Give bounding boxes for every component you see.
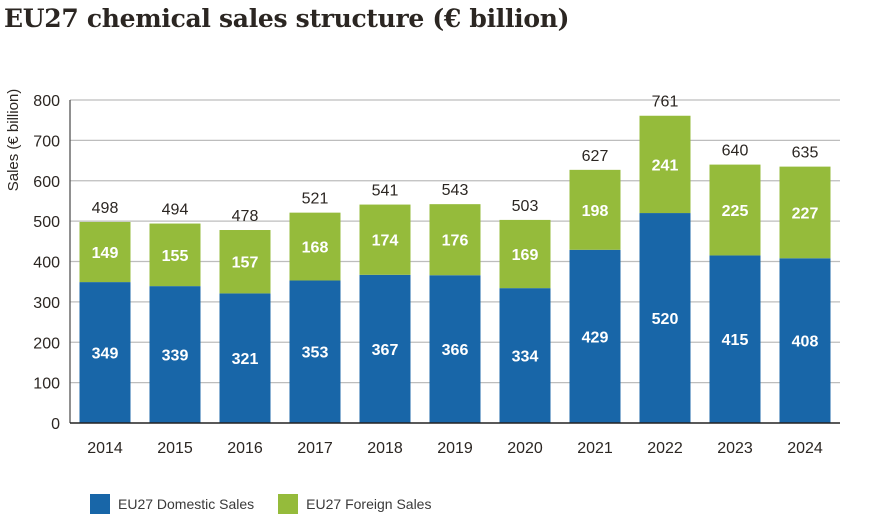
y-tick-label: 800 xyxy=(33,93,60,110)
chart-title: EU27 chemical sales structure (€ billion… xyxy=(4,4,570,33)
legend-item-foreign: EU27 Foreign Sales xyxy=(278,494,431,514)
y-tick-label: 300 xyxy=(33,295,60,312)
bar-foreign-2022 xyxy=(639,115,691,214)
x-tick-label: 2017 xyxy=(297,440,333,457)
total-label: 521 xyxy=(302,191,329,208)
bar-domestic-2016 xyxy=(219,293,271,423)
legend-label-foreign: EU27 Foreign Sales xyxy=(306,496,432,512)
data-label-domestic: 408 xyxy=(792,334,819,351)
bar-foreign-2018 xyxy=(359,204,411,275)
total-label: 761 xyxy=(652,94,679,111)
bar-domestic-2018 xyxy=(359,274,411,423)
bar-foreign-2021 xyxy=(569,169,621,250)
x-tick-label: 2023 xyxy=(717,440,753,457)
total-label: 494 xyxy=(162,202,189,219)
total-label: 478 xyxy=(232,208,259,225)
y-tick-label: 600 xyxy=(33,174,60,191)
data-label-foreign: 225 xyxy=(722,203,749,220)
bar-domestic-2019 xyxy=(429,275,481,423)
x-tick-label: 2014 xyxy=(87,440,123,457)
y-axis-label: Sales (€ billion) xyxy=(5,89,22,192)
total-label: 503 xyxy=(512,198,539,215)
x-tick-label: 2019 xyxy=(437,440,473,457)
data-label-domestic: 339 xyxy=(162,348,189,365)
bar-domestic-2022 xyxy=(639,213,691,423)
total-label: 627 xyxy=(582,148,609,165)
bar-domestic-2021 xyxy=(569,249,621,423)
data-label-foreign: 157 xyxy=(232,255,259,272)
bars xyxy=(79,115,831,423)
data-label-domestic: 415 xyxy=(722,332,749,349)
y-tick-label: 200 xyxy=(33,335,60,352)
data-label-domestic: 429 xyxy=(582,329,609,346)
data-label-domestic: 353 xyxy=(302,345,329,362)
total-label: 635 xyxy=(792,145,819,162)
y-tick-label: 700 xyxy=(33,133,60,150)
x-tick-label: 2015 xyxy=(157,440,193,457)
x-tick-label: 2018 xyxy=(367,440,403,457)
total-label: 498 xyxy=(92,200,119,217)
data-label-domestic: 520 xyxy=(652,311,679,328)
bar-domestic-2023 xyxy=(709,255,761,423)
x-tick-label: 2020 xyxy=(507,440,543,457)
legend-item-domestic: EU27 Domestic Sales xyxy=(90,494,254,514)
bar-domestic-2024 xyxy=(779,258,831,423)
bar-foreign-2016 xyxy=(219,230,271,294)
y-tick-label: 400 xyxy=(33,255,60,272)
data-label-domestic: 334 xyxy=(512,349,539,366)
data-label-foreign: 155 xyxy=(162,248,189,265)
data-label-domestic: 321 xyxy=(232,351,259,368)
bar-domestic-2017 xyxy=(289,280,341,423)
legend: EU27 Domestic Sales EU27 Foreign Sales xyxy=(90,494,455,514)
bar-domestic-2014 xyxy=(79,282,131,423)
y-tick-label: 100 xyxy=(33,376,60,393)
data-label-foreign: 168 xyxy=(302,240,329,257)
data-label-foreign: 169 xyxy=(512,247,539,264)
bar-foreign-2014 xyxy=(79,221,131,283)
bar-domestic-2020 xyxy=(499,288,551,423)
labels: 0 100 200 300 400 500 600 700 800 349 149 498 2014 33… xyxy=(33,93,823,457)
legend-label-domestic: EU27 Domestic Sales xyxy=(118,496,255,512)
bar-foreign-2017 xyxy=(289,212,341,281)
data-label-domestic: 367 xyxy=(372,342,399,359)
data-label-domestic: 366 xyxy=(442,342,469,359)
data-label-foreign: 241 xyxy=(652,157,679,174)
data-label-domestic: 349 xyxy=(92,346,119,363)
bar-domestic-2015 xyxy=(149,286,201,423)
data-label-foreign: 176 xyxy=(442,233,469,250)
x-tick-label: 2022 xyxy=(647,440,683,457)
legend-swatch-foreign xyxy=(278,494,299,514)
bar-foreign-2020 xyxy=(499,219,551,289)
data-label-foreign: 198 xyxy=(582,203,609,220)
bar-foreign-2015 xyxy=(149,223,201,287)
data-label-foreign: 149 xyxy=(92,245,119,262)
data-label-foreign: 227 xyxy=(792,205,819,222)
legend-swatch-domestic xyxy=(90,494,110,514)
total-label: 543 xyxy=(442,182,469,199)
bar-foreign-2023 xyxy=(709,164,761,256)
bar-foreign-2019 xyxy=(429,204,481,276)
total-label: 640 xyxy=(722,143,749,160)
x-tick-label: 2021 xyxy=(577,440,613,457)
total-label: 541 xyxy=(372,183,399,200)
x-tick-label: 2024 xyxy=(787,440,823,457)
data-label-foreign: 174 xyxy=(372,233,399,250)
bar-foreign-2024 xyxy=(779,166,831,259)
axes xyxy=(69,100,840,424)
y-tick-label: 500 xyxy=(33,214,60,231)
x-tick-label: 2016 xyxy=(227,440,263,457)
y-tick-label: 0 xyxy=(51,416,60,433)
